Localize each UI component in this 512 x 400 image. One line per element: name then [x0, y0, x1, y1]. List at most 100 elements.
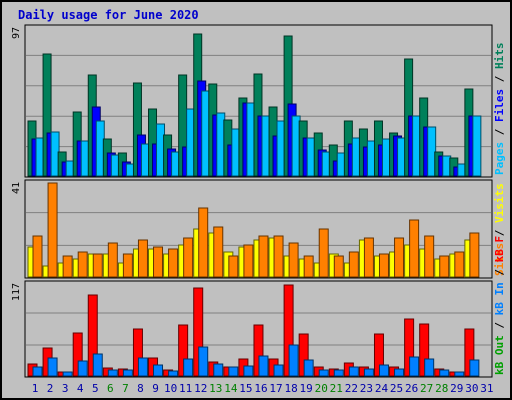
x-tick-label-day-11: 11: [179, 382, 192, 395]
bar-sites-day-13: [213, 226, 224, 278]
bar-kb-in-day-19: [303, 359, 314, 377]
chart-panel-3: 117 kB Out / kB In / kB F: [11, 236, 506, 378]
bar-sites-day-15: [243, 244, 254, 278]
bar-kb-in-day-5: [92, 353, 103, 377]
bar-kb-in-day-6: [107, 369, 118, 377]
legend: Pages / Files / Hits: [493, 43, 506, 176]
legend: kB Out / kB In / kB F: [493, 236, 506, 375]
bar-kb-in-day-13: [213, 363, 224, 377]
x-tick-label-day-10: 10: [164, 382, 177, 395]
x-tick-label-day-27: 27: [420, 382, 433, 395]
x-tick-label-day-18: 18: [284, 382, 297, 395]
legend-separator: /: [493, 315, 506, 335]
legend-item-kb-out: kB Out: [493, 335, 506, 375]
x-tick-label-day-4: 4: [77, 382, 84, 395]
x-tick-label-day-19: 19: [300, 382, 313, 395]
bar-kb-in-day-7: [122, 369, 133, 377]
x-tick-label-day-29: 29: [450, 382, 463, 395]
bar-kb-in-day-8: [137, 357, 148, 377]
bar-sites-day-5: [92, 253, 103, 278]
bar-sites-day-20: [318, 228, 329, 278]
bar-kb-in-day-4: [77, 360, 88, 377]
x-tick-label-day-31: 31: [480, 382, 493, 395]
chart-panel-1: 97 Pages / Files / Hits: [11, 24, 506, 178]
bar-kb-in-day-2: [47, 357, 58, 377]
bar-sites-day-6: [107, 242, 118, 278]
x-tick-label-day-1: 1: [32, 382, 39, 395]
legend-separator: /: [493, 223, 506, 243]
y-max-label: 117: [11, 283, 22, 301]
bar-sites-day-8: [137, 239, 148, 278]
bar-sites-day-7: [122, 253, 133, 278]
bar-sites-day-17: [273, 235, 284, 278]
bar-sites-day-23: [363, 237, 374, 278]
legend-item-visits: Visits: [493, 183, 506, 223]
bar-kb-in-day-18: [288, 344, 299, 377]
bar-sites-day-14: [228, 255, 239, 278]
legend-item-sites: Sites: [493, 243, 506, 276]
bar-sites-day-1: [32, 235, 43, 278]
x-tick-label-day-13: 13: [209, 382, 222, 395]
bar-sites-day-21: [333, 255, 344, 278]
bar-sites-day-27: [424, 235, 435, 278]
bar-kb-in-day-22: [348, 366, 359, 377]
bar-kb-in-day-15: [243, 365, 254, 377]
bar-sites-day-30: [469, 232, 480, 278]
chart-title: Daily usage for June 2020: [18, 8, 199, 22]
legend-separator: /: [493, 122, 506, 142]
bar-kb-in-day-14: [228, 366, 239, 377]
x-tick-label-day-17: 17: [269, 382, 282, 395]
y-max-label: 97: [11, 27, 22, 39]
x-tick-label-day-12: 12: [194, 382, 207, 395]
bar-kb-in-day-12: [198, 346, 209, 377]
bar-kb-in-day-11: [183, 358, 194, 377]
legend-separator: /: [493, 262, 506, 282]
bar-sites-day-18: [288, 242, 299, 278]
bar-kb-in-day-3: [62, 371, 73, 377]
bar-sites-day-19: [303, 255, 314, 278]
x-tick-label-day-9: 9: [152, 382, 159, 395]
bar-sites-day-3: [62, 255, 73, 278]
bar-sites-day-22: [348, 251, 359, 278]
x-tick-label-day-6: 6: [107, 382, 114, 395]
x-tick-label-day-5: 5: [92, 382, 99, 395]
bar-kb-in-day-25: [394, 368, 405, 377]
bar-kb-in-day-1: [32, 366, 43, 377]
bar-pages-day-30: [472, 115, 482, 177]
x-tick-label-day-7: 7: [122, 382, 129, 395]
bar-kb-in-day-16: [258, 355, 269, 377]
bar-kb-in-day-20: [318, 369, 329, 377]
x-tick-label-day-23: 23: [360, 382, 373, 395]
legend-item-hits: Hits: [493, 43, 506, 70]
bar-sites-day-16: [258, 235, 269, 278]
x-tick-label-day-25: 25: [390, 382, 403, 395]
x-tick-label-day-16: 16: [254, 382, 267, 395]
legend: Sites / Visits: [493, 183, 506, 276]
x-tick-label-day-30: 30: [465, 382, 478, 395]
bar-sites-day-9: [153, 246, 164, 278]
legend-item-kb-f: kB F: [493, 236, 506, 263]
bar-kb-in-day-27: [424, 358, 435, 377]
x-tick-label-day-15: 15: [239, 382, 252, 395]
legend-separator: /: [493, 69, 506, 89]
bar-sites-day-25: [394, 237, 405, 278]
bar-kb-in-day-28: [439, 369, 450, 377]
bar-kb-in-day-29: [454, 371, 465, 377]
bar-kb-in-day-30: [469, 359, 480, 377]
x-tick-label-day-3: 3: [62, 382, 69, 395]
bar-kb-in-day-10: [168, 370, 179, 377]
bar-kb-in-day-26: [409, 356, 420, 377]
legend-item-pages: Pages: [493, 142, 506, 175]
bar-kb-in-day-23: [363, 368, 374, 377]
x-tick-label-day-20: 20: [315, 382, 328, 395]
x-tick-label-day-2: 2: [47, 382, 54, 395]
x-tick-label-day-24: 24: [375, 382, 389, 395]
x-tick-label-day-8: 8: [137, 382, 144, 395]
x-tick-label-day-21: 21: [330, 382, 343, 395]
bar-kb-in-day-9: [153, 364, 164, 377]
bar-sites-day-29: [454, 251, 465, 278]
legend-item-files: Files: [493, 89, 506, 122]
bar-kb-in-day-24: [378, 364, 389, 377]
